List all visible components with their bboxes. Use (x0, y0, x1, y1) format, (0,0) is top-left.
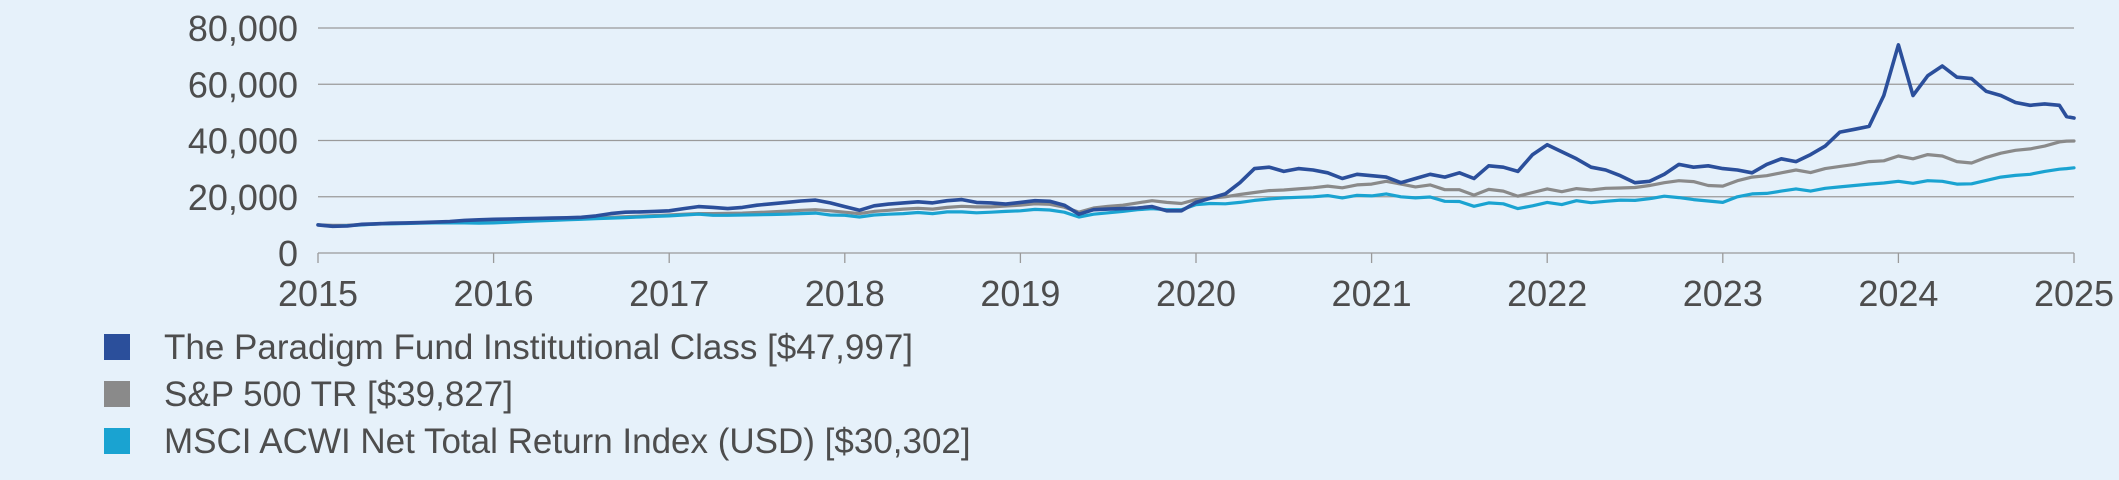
grid-layer (318, 27, 2074, 254)
x-tick-label: 2016 (454, 273, 534, 314)
legend-swatch-2 (104, 428, 130, 454)
x-tick-label: 2025 (2034, 273, 2114, 314)
x-tick-label: 2021 (1332, 273, 1412, 314)
x-tick-label: 2015 (278, 273, 358, 314)
x-tick-label: 2020 (1156, 273, 1236, 314)
x-tick-label: 2024 (1858, 273, 1938, 314)
series-lines (316, 43, 2076, 229)
legend-swatch-0 (104, 334, 130, 360)
x-tick-label: 2017 (629, 273, 709, 314)
x-tick-label: 2018 (805, 273, 885, 314)
y-tick-label: 60,000 (188, 64, 298, 105)
y-tick-label: 40,000 (188, 121, 298, 162)
x-axis-ticks: 2015 2016 2017 2018 2019 2020 2021 2022 2023 2024… (278, 253, 2114, 314)
y-tick-label: 0 (278, 233, 298, 274)
y-axis-ticks: 0 20,000 40,000 60,000 80,000 (188, 8, 298, 274)
legend-label-2: MSCI ACWI Net Total Return Index (USD) [… (164, 422, 971, 461)
legend-swatch-1 (104, 381, 130, 407)
x-tick-label: 2022 (1507, 273, 1587, 314)
x-tick-label: 2019 (980, 273, 1060, 314)
legend-label-1: S&P 500 TR [$39,827] (164, 375, 513, 414)
y-tick-label: 20,000 (188, 177, 298, 218)
x-tick-label: 2023 (1683, 273, 1763, 314)
y-tick-label: 80,000 (188, 8, 298, 49)
series-line-2 (316, 166, 2076, 228)
legend: The Paradigm Fund Institutional Class [$… (104, 328, 971, 461)
legend-label-0: The Paradigm Fund Institutional Class [$… (164, 328, 913, 367)
series-line-0 (316, 43, 2076, 229)
